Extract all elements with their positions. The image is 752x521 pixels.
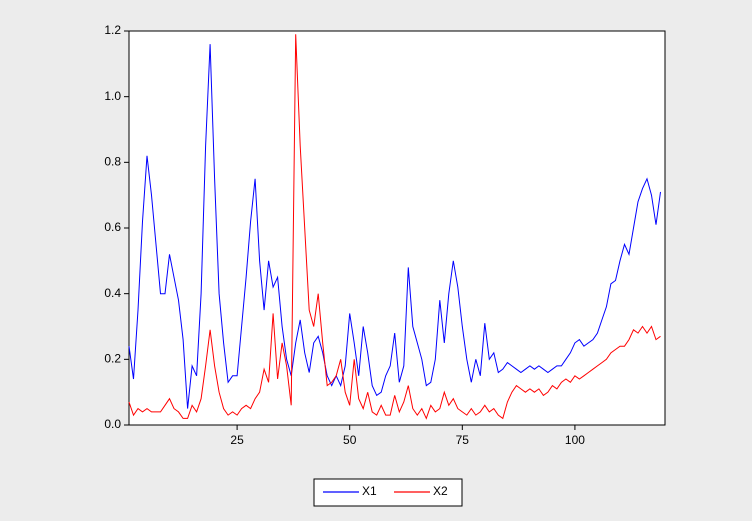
x-tick-label: 100	[565, 433, 585, 447]
x-tick-label: 50	[343, 433, 357, 447]
y-tick-label: 0.2	[104, 352, 121, 366]
y-tick-label: 0.0	[104, 417, 121, 431]
line-series	[128, 44, 661, 409]
plot-area	[128, 30, 666, 426]
legend-label: X1	[362, 484, 377, 498]
y-tick-label: 0.4	[104, 286, 121, 300]
legend-label: X2	[433, 484, 448, 498]
x-tick-label: 75	[456, 433, 470, 447]
y-tick-label: 1.2	[104, 23, 121, 37]
line-series	[128, 34, 661, 420]
y-tick-label: 1.0	[104, 89, 121, 103]
x-tick-label: 25	[230, 433, 244, 447]
y-tick-label: 0.6	[104, 220, 121, 234]
y-tick-label: 0.8	[104, 155, 121, 169]
